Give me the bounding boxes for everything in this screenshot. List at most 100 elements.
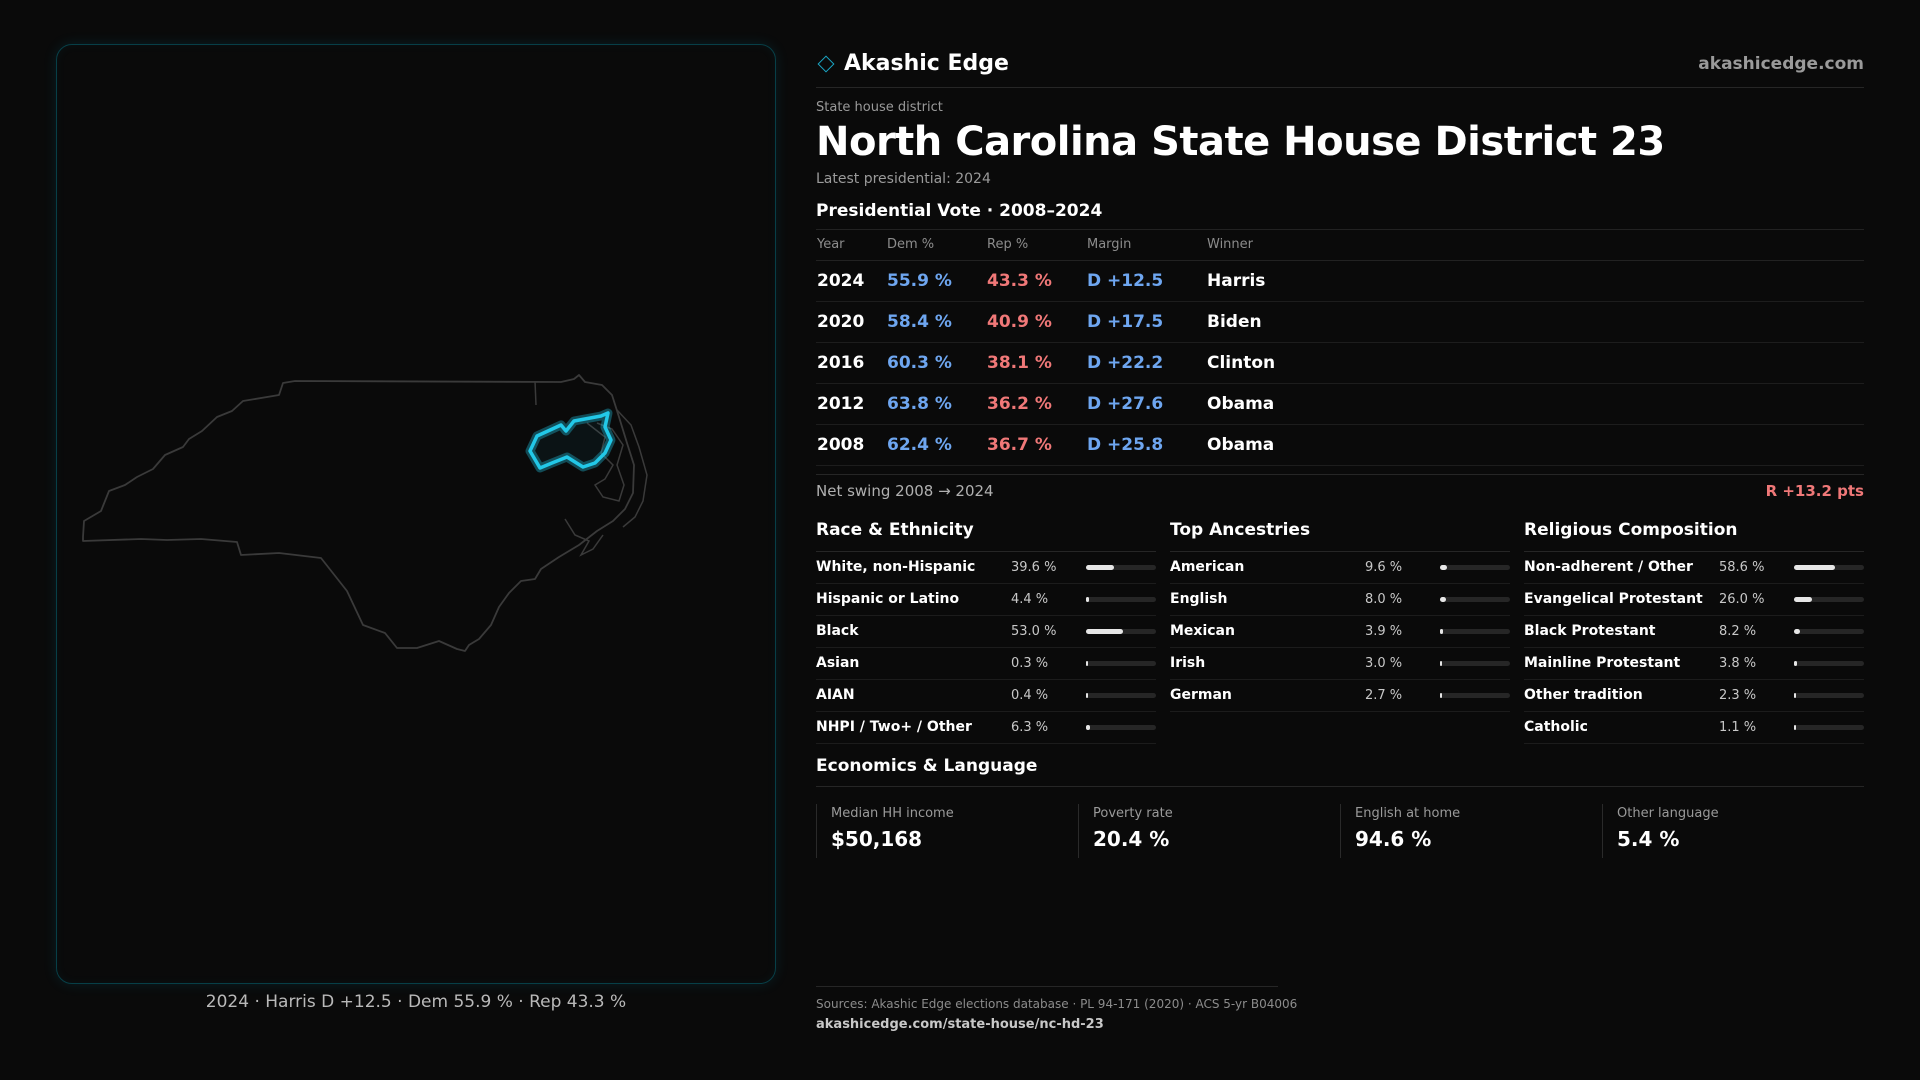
brand-name: Akashic Edge bbox=[844, 51, 1009, 76]
share-bar-track bbox=[1086, 692, 1156, 698]
share-bar-fill bbox=[1794, 564, 1836, 570]
presidential-vote-table: Year Dem % Rep % Margin Winner 2024 55.9… bbox=[816, 230, 1864, 466]
share-bar-fill bbox=[1794, 724, 1796, 730]
table-row: 2012 63.8 % 36.2 % D +27.6 Obama bbox=[816, 383, 1864, 425]
list-item: English 8.0 % bbox=[1170, 584, 1510, 616]
share-bar-fill bbox=[1440, 628, 1443, 634]
col-header-year: Year bbox=[816, 230, 886, 261]
stat-card-median-income: Median HH income $50,168 bbox=[816, 803, 1078, 858]
share-bar-track bbox=[1794, 564, 1864, 570]
sound-line-2 bbox=[616, 409, 648, 528]
race-ethnicity-section: Race & Ethnicity White, non-Hispanic 39.6… bbox=[816, 510, 1156, 744]
share-bar-track bbox=[1440, 564, 1510, 570]
stat-card-poverty-rate: Poverty rate 20.4 % bbox=[1078, 803, 1340, 858]
share-bar-track bbox=[1794, 724, 1864, 730]
winner-cell: Clinton bbox=[1206, 342, 1864, 384]
item-label: Hispanic or Latino bbox=[816, 591, 960, 607]
brand[interactable]: Akashic Edge bbox=[816, 51, 1009, 76]
table-row: 2024 55.9 % 43.3 % D +12.5 Harris bbox=[816, 260, 1864, 302]
brand-url-link[interactable]: akashicedge.com bbox=[1698, 53, 1864, 74]
county-line bbox=[534, 380, 537, 406]
year-cell: 2012 bbox=[816, 383, 886, 425]
margin-cell: D +12.5 bbox=[1086, 260, 1206, 302]
list-item: Irish 3.0 % bbox=[1170, 648, 1510, 680]
footer: Sources: Akashic Edge elections database… bbox=[816, 986, 1297, 1032]
winner-cell: Obama bbox=[1206, 424, 1864, 466]
district-highlight[interactable] bbox=[528, 411, 613, 470]
list-item: Other tradition 2.3 % bbox=[1524, 680, 1864, 712]
net-swing-value: R +13.2 pts bbox=[1765, 482, 1864, 500]
share-bar-fill bbox=[1794, 628, 1800, 634]
item-value: 9.6 % bbox=[1365, 559, 1403, 575]
list-item: Hispanic or Latino 4.4 % bbox=[816, 584, 1156, 616]
net-swing: Net swing 2008 → 2024 R +13.2 pts bbox=[816, 473, 1864, 508]
list-item: Mexican 3.9 % bbox=[1170, 616, 1510, 648]
stat-value: 5.4 % bbox=[1617, 826, 1680, 851]
item-label: Other tradition bbox=[1524, 687, 1643, 703]
stat-label: Poverty rate bbox=[1093, 805, 1173, 821]
diamond-logo-icon bbox=[817, 55, 835, 72]
state-map-svg bbox=[82, 374, 648, 652]
item-value: 0.3 % bbox=[1011, 655, 1049, 671]
item-value: 1.1 % bbox=[1719, 719, 1757, 735]
item-label: Non-adherent / Other bbox=[1524, 559, 1693, 575]
winner-cell: Harris bbox=[1206, 260, 1864, 302]
item-value: 3.8 % bbox=[1719, 655, 1757, 671]
col-header-dem: Dem % bbox=[886, 230, 986, 261]
share-bar-track bbox=[1440, 596, 1510, 602]
item-value: 39.6 % bbox=[1011, 559, 1057, 575]
item-label: NHPI / Two+ / Other bbox=[816, 719, 972, 735]
dem-pct-cell: 63.8 % bbox=[886, 383, 986, 425]
source-url-link[interactable]: akashicedge.com/state-house/nc-hd-23 bbox=[816, 1017, 1104, 1032]
item-label: Irish bbox=[1170, 655, 1206, 671]
item-label: Black bbox=[816, 623, 859, 639]
item-label: Mainline Protestant bbox=[1524, 655, 1681, 671]
list-item: American 9.6 % bbox=[1170, 552, 1510, 584]
share-bar-track bbox=[1086, 596, 1156, 602]
share-bar-fill bbox=[1440, 596, 1446, 602]
sound-line-1 bbox=[586, 422, 625, 502]
page-title: North Carolina State House District 23 bbox=[816, 119, 1665, 165]
rep-pct-cell: 38.1 % bbox=[986, 342, 1086, 384]
detail-panel: Akashic Edge akashicedge.com State house… bbox=[816, 40, 1864, 858]
item-value: 2.7 % bbox=[1365, 687, 1403, 703]
list-item: Evangelical Protestant 26.0 % bbox=[1524, 584, 1864, 616]
stat-label: English at home bbox=[1355, 805, 1461, 821]
item-value: 8.2 % bbox=[1719, 623, 1757, 639]
map-caption: 2024 · Harris D +12.5 · Dem 55.9 % · Rep… bbox=[205, 992, 627, 1012]
share-bar-track bbox=[1086, 564, 1156, 570]
share-bar-track bbox=[1794, 596, 1864, 602]
item-value: 3.0 % bbox=[1365, 655, 1403, 671]
stat-value: 94.6 % bbox=[1355, 826, 1432, 851]
share-bar-track bbox=[1440, 628, 1510, 634]
list-item: White, non-Hispanic 39.6 % bbox=[816, 552, 1156, 584]
margin-cell: D +27.6 bbox=[1086, 383, 1206, 425]
district-map[interactable] bbox=[56, 44, 776, 984]
share-bar-fill bbox=[1086, 660, 1088, 666]
share-bar-fill bbox=[1086, 692, 1088, 698]
item-value: 8.0 % bbox=[1365, 591, 1403, 607]
rep-pct-cell: 43.3 % bbox=[986, 260, 1086, 302]
list-item: German 2.7 % bbox=[1170, 680, 1510, 712]
item-value: 6.3 % bbox=[1011, 719, 1049, 735]
share-bar-fill bbox=[1440, 692, 1442, 698]
item-label: AIAN bbox=[816, 687, 855, 703]
stat-label: Other language bbox=[1617, 805, 1719, 821]
item-value: 3.9 % bbox=[1365, 623, 1403, 639]
share-bar-fill bbox=[1086, 628, 1124, 634]
share-bar-track bbox=[1794, 660, 1864, 666]
col-header-margin: Margin bbox=[1086, 230, 1206, 261]
race-ethnicity-title: Race & Ethnicity bbox=[816, 510, 1156, 552]
item-value: 0.4 % bbox=[1011, 687, 1049, 703]
item-label: Catholic bbox=[1524, 719, 1588, 735]
list-item: Black 53.0 % bbox=[816, 616, 1156, 648]
share-bar-fill bbox=[1794, 596, 1813, 602]
list-item: Black Protestant 8.2 % bbox=[1524, 616, 1864, 648]
item-label: Evangelical Protestant bbox=[1524, 591, 1703, 607]
table-row: 2008 62.4 % 36.7 % D +25.8 Obama bbox=[816, 424, 1864, 466]
share-bar-fill bbox=[1440, 660, 1443, 666]
list-item: AIAN 0.4 % bbox=[816, 680, 1156, 712]
ancestry-section: Top Ancestries American 9.6 % English 8.0 %… bbox=[1170, 510, 1510, 744]
item-label: Black Protestant bbox=[1524, 623, 1656, 639]
